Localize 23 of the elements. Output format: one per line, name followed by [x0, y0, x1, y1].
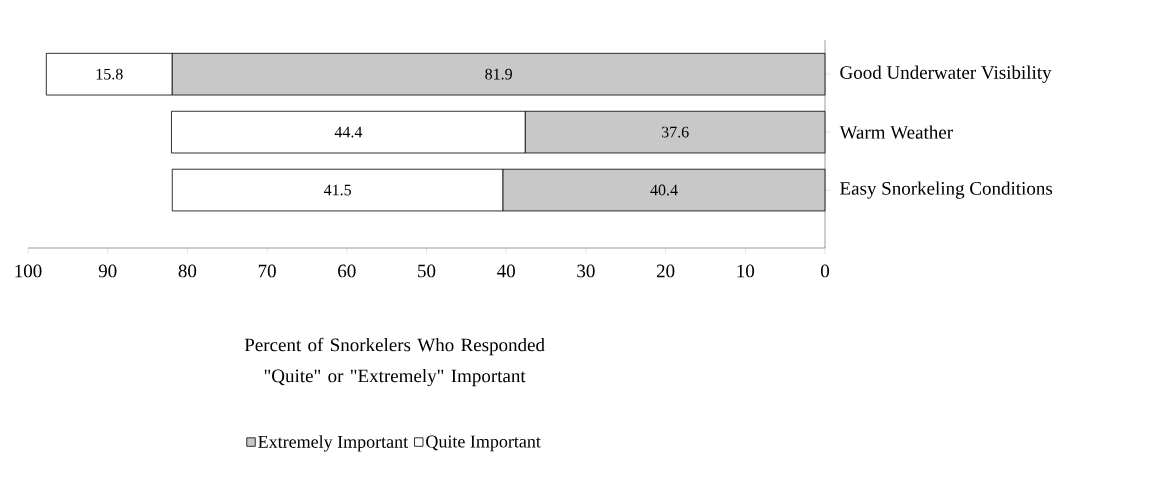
data-label: 81.9 [485, 68, 512, 80]
legend-label: Quite Important [426, 435, 541, 452]
y-tick-label: Good Underwater Visibility [840, 65, 1052, 83]
x-tick-label: 80 [178, 264, 197, 278]
y-tick-label: Warm Weather [839, 125, 953, 139]
x-axis-title: Percent of Snorkelers Who Responded "Quite" or "Extremely" Important [244, 337, 545, 387]
data-label: 40.4 [650, 184, 678, 196]
x-tick-label: 30 [577, 264, 595, 278]
x-tick-label: 90 [98, 264, 117, 278]
x-tick-label: 60 [338, 264, 356, 278]
data-label: 37.6 [661, 126, 689, 138]
x-tick-label: 20 [656, 264, 675, 278]
x-tick-label: 0 [820, 264, 830, 278]
x-tick-label: 70 [258, 264, 276, 278]
legend-label: Extremely Important [258, 435, 409, 452]
x-tick-label: 100 [15, 264, 42, 278]
x-tick-label: 40 [497, 264, 515, 278]
x-tick-label: 10 [737, 264, 755, 278]
data-label: 44.4 [334, 126, 363, 138]
data-label: 15.8 [96, 68, 123, 80]
x-tick-label: 50 [418, 264, 436, 278]
data-label: 41.5 [323, 184, 352, 196]
y-tick-label: Easy Snorkeling Conditions [840, 181, 1053, 199]
